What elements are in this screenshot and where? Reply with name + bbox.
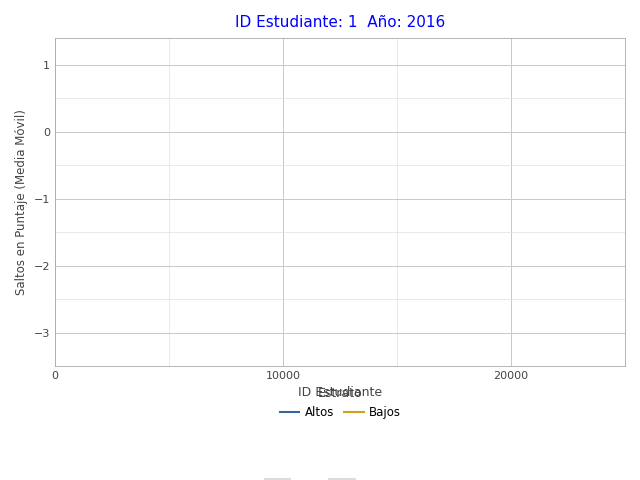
Y-axis label: Saltos en Puntaje (Media Móvil): Saltos en Puntaje (Media Móvil) (15, 109, 28, 295)
Legend: Altos, Bajos: Altos, Bajos (278, 387, 401, 419)
Title: ID Estudiante: 1  Año: 2016: ID Estudiante: 1 Año: 2016 (235, 15, 445, 30)
X-axis label: ID Estudiante: ID Estudiante (298, 386, 382, 399)
